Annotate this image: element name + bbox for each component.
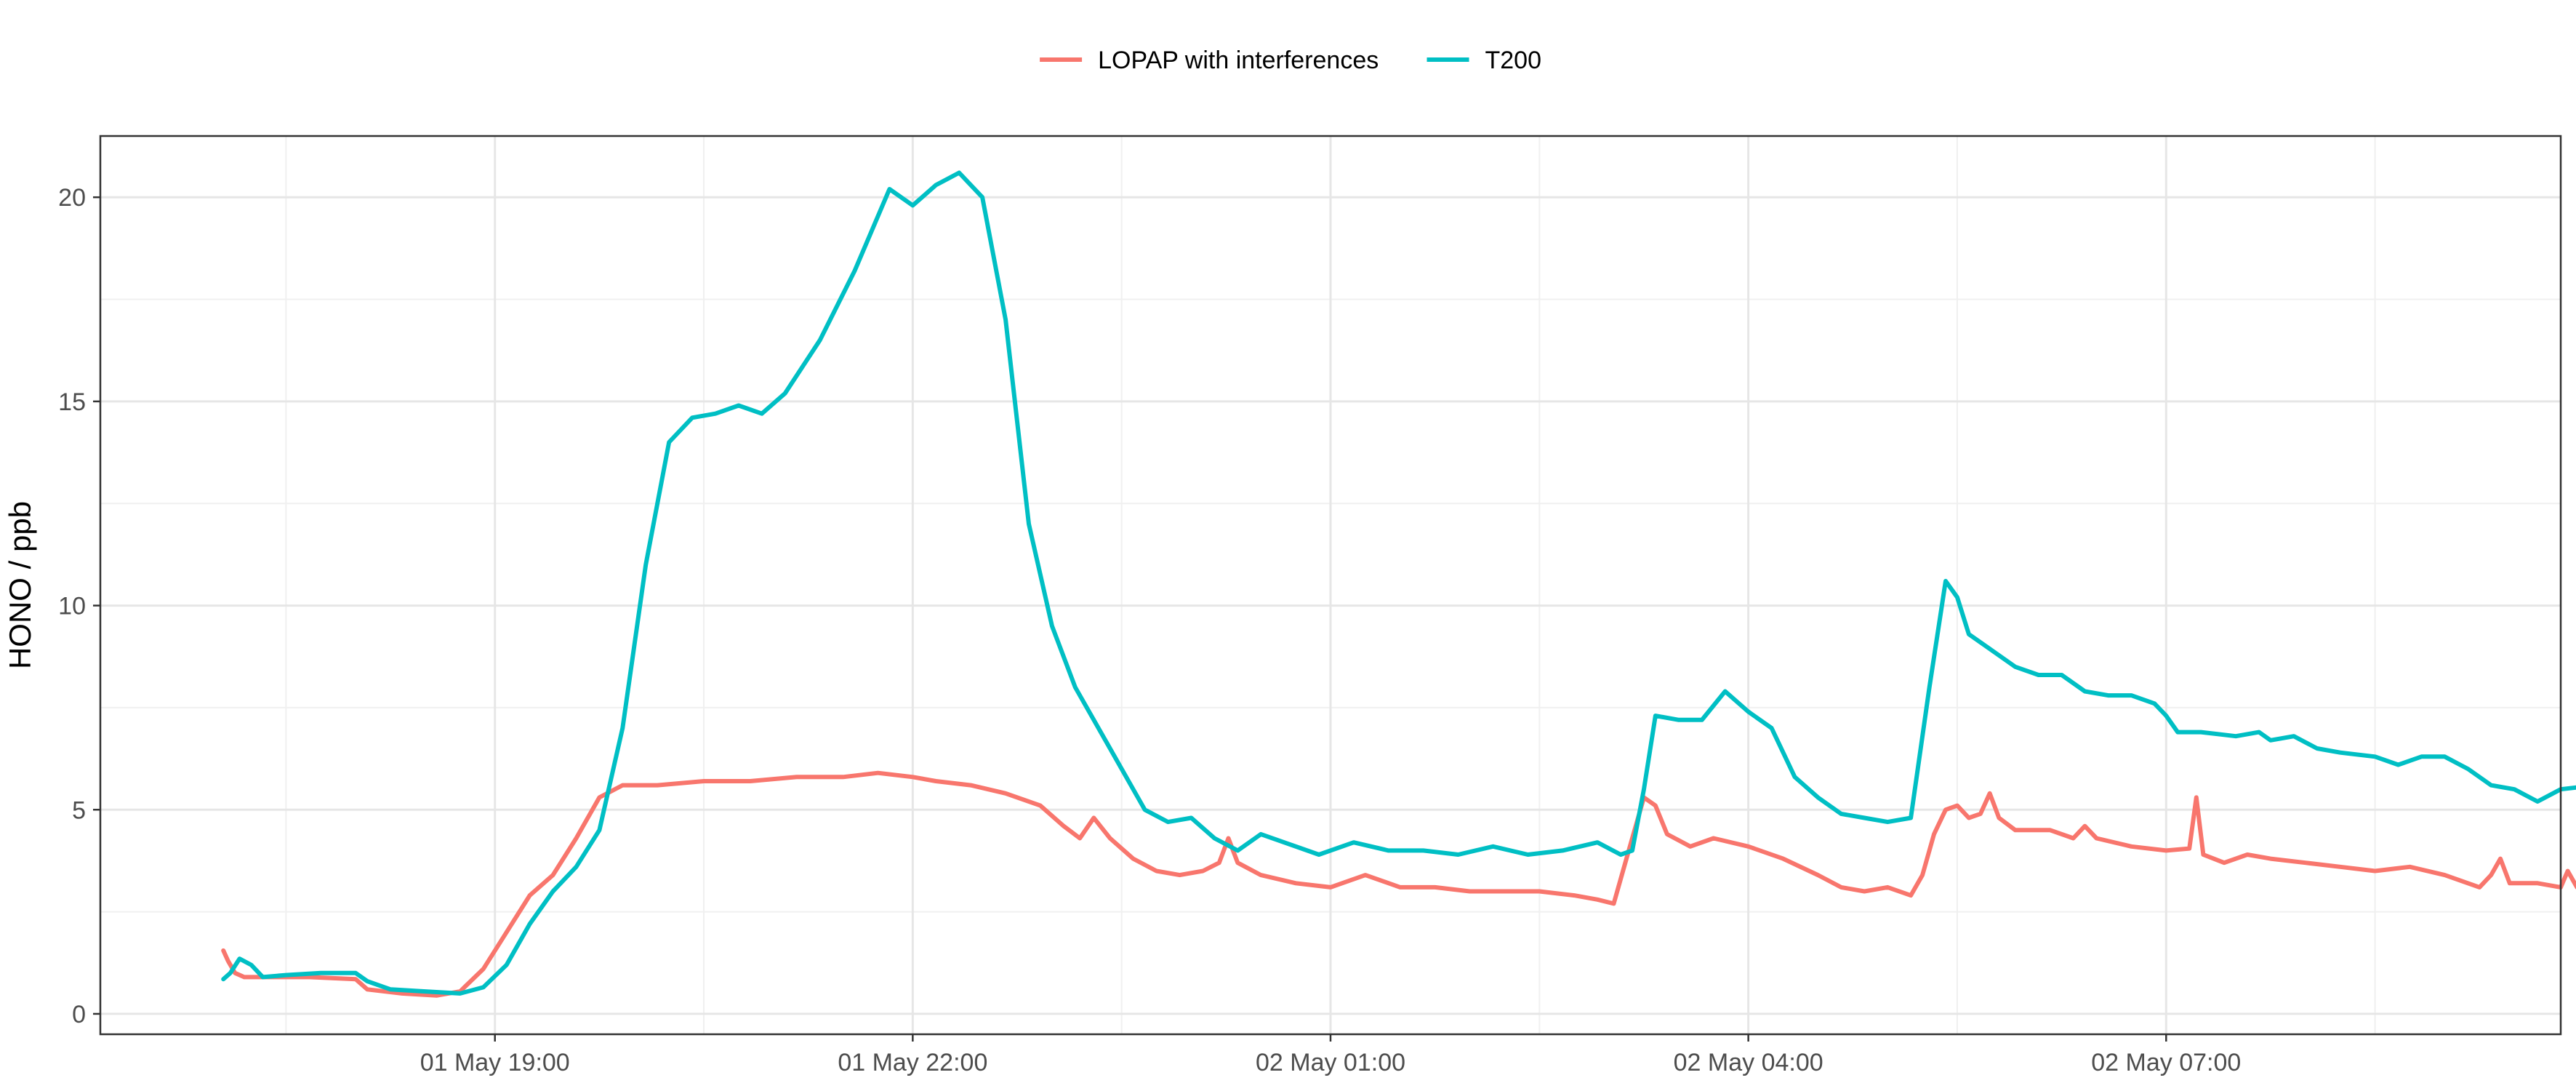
x-tick-label: 01 May 19:00 <box>420 1049 570 1076</box>
x-axis: 01 May 19:00 01 May 22:00 02 May 01:00 02 M… <box>420 1034 2241 1076</box>
y-axis: 0 5 10 15 20 <box>58 184 100 1028</box>
x-tick-label: 02 May 07:00 <box>2091 1049 2241 1076</box>
x-tick-label: 02 May 04:00 <box>1674 1049 1823 1076</box>
legend-label-2: T200 <box>1485 47 1542 74</box>
y-tick-label: 20 <box>58 184 86 212</box>
y-tick-label: 15 <box>58 388 86 416</box>
legend-label-1: LOPAP with interferences <box>1098 47 1379 74</box>
y-tick-label: 5 <box>72 796 86 824</box>
y-axis-title: HONO / ppb <box>3 501 37 669</box>
x-tick-label: 01 May 22:00 <box>838 1049 987 1076</box>
major-gridlines <box>100 136 2561 1034</box>
y-tick-label: 0 <box>72 1001 86 1028</box>
y-tick-label: 10 <box>58 593 86 620</box>
series-layer <box>221 170 2576 998</box>
x-tick-label: 02 May 01:00 <box>1256 1049 1405 1076</box>
series-line-1 <box>221 770 2576 998</box>
legend: LOPAP with interferences T200 <box>1040 47 1541 74</box>
series-line-2 <box>221 170 2576 996</box>
